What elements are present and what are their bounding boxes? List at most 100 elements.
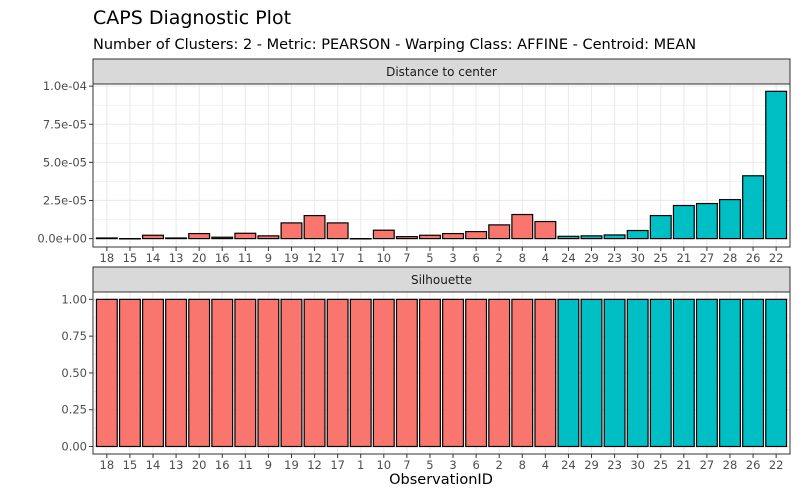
- panel-distance: Distance to center0.0e+002.5e-055.0e-057…: [37, 59, 790, 265]
- bar-2: [489, 225, 510, 239]
- x-tick-label: 11: [238, 458, 253, 472]
- x-tick-label: 21: [677, 251, 692, 265]
- bar-19: [281, 223, 302, 239]
- x-tick-label: 19: [284, 458, 299, 472]
- bar-4: [535, 299, 556, 446]
- x-tick-label: 1: [357, 458, 364, 472]
- x-tick-label: 23: [607, 458, 622, 472]
- x-tick-label: 28: [723, 251, 738, 265]
- bar-26: [743, 299, 764, 446]
- y-tick-label: 0.00: [61, 440, 87, 454]
- bar-6: [466, 299, 487, 446]
- x-tick-label: 29: [584, 458, 599, 472]
- x-tick-label: 15: [123, 251, 138, 265]
- x-tick-label: 19: [284, 251, 299, 265]
- x-tick-label: 17: [330, 251, 345, 265]
- bar-28: [720, 299, 741, 446]
- x-tick-label: 16: [215, 458, 230, 472]
- bar-13: [166, 299, 187, 446]
- bar-23: [604, 299, 625, 446]
- panel-strip-title: Silhouette: [411, 273, 472, 287]
- x-tick-label: 7: [403, 458, 410, 472]
- bar-19: [281, 299, 302, 446]
- bar-23: [604, 235, 625, 239]
- bar-5: [420, 299, 441, 446]
- x-tick-label: 23: [607, 251, 622, 265]
- bar-11: [235, 299, 256, 446]
- chart-subtitle: Number of Clusters: 2 - Metric: PEARSON …: [93, 37, 696, 53]
- bar-9: [258, 299, 279, 446]
- x-axis-label: ObservationID: [389, 472, 493, 488]
- x-tick-label: 9: [265, 251, 272, 265]
- bar-3: [443, 299, 464, 446]
- bar-14: [143, 235, 164, 238]
- bar-30: [627, 299, 648, 446]
- chart-title: CAPS Diagnostic Plot: [93, 7, 291, 29]
- bar-21: [673, 206, 694, 239]
- x-tick-label: 26: [746, 251, 761, 265]
- bar-22: [766, 91, 787, 238]
- x-tick-label: 22: [769, 251, 784, 265]
- x-tick-label: 7: [403, 251, 410, 265]
- bar-13: [166, 238, 187, 239]
- x-tick-label: 8: [519, 251, 526, 265]
- x-tick-label: 25: [653, 251, 668, 265]
- panel-strip-title: Distance to center: [386, 65, 497, 79]
- bar-30: [627, 231, 648, 239]
- bar-6: [466, 232, 487, 239]
- bar-14: [143, 299, 164, 446]
- x-tick-label: 2: [496, 251, 503, 265]
- bar-12: [304, 216, 325, 239]
- bar-10: [373, 230, 394, 238]
- bar-18: [96, 238, 117, 239]
- x-tick-label: 8: [519, 458, 526, 472]
- x-tick-label: 15: [123, 458, 138, 472]
- bar-9: [258, 236, 279, 239]
- bar-26: [743, 176, 764, 239]
- bar-17: [327, 223, 348, 239]
- x-tick-label: 27: [700, 251, 715, 265]
- x-tick-label: 24: [561, 251, 576, 265]
- bar-27: [697, 204, 718, 239]
- x-tick-label: 3: [449, 458, 456, 472]
- x-tick-label: 10: [376, 251, 391, 265]
- bar-15: [120, 299, 141, 446]
- bar-24: [558, 299, 579, 446]
- x-tick-label: 29: [584, 251, 599, 265]
- bar-7: [396, 299, 417, 446]
- x-tick-label: 6: [472, 458, 479, 472]
- y-tick-label: 0.25: [61, 403, 87, 417]
- x-tick-label: 22: [769, 458, 784, 472]
- y-tick-label: 5.0e-05: [43, 155, 87, 169]
- bar-8: [512, 299, 533, 446]
- x-tick-label: 14: [146, 458, 161, 472]
- x-tick-label: 4: [542, 458, 549, 472]
- x-tick-label: 12: [307, 458, 322, 472]
- bar-7: [396, 237, 417, 239]
- x-tick-label: 13: [169, 251, 184, 265]
- bar-29: [581, 236, 602, 239]
- x-tick-label: 10: [376, 458, 391, 472]
- bar-20: [189, 299, 210, 446]
- bar-16: [212, 299, 233, 446]
- x-tick-label: 18: [100, 251, 115, 265]
- x-tick-label: 28: [723, 458, 738, 472]
- x-tick-label: 30: [630, 251, 645, 265]
- bar-12: [304, 299, 325, 446]
- bar-25: [650, 216, 671, 239]
- x-tick-label: 5: [426, 458, 433, 472]
- bar-18: [96, 299, 117, 446]
- bar-29: [581, 299, 602, 446]
- x-tick-label: 16: [215, 251, 230, 265]
- bar-25: [650, 299, 671, 446]
- bar-3: [443, 234, 464, 239]
- bar-28: [720, 200, 741, 239]
- y-tick-label: 2.5e-05: [43, 193, 87, 207]
- x-tick-label: 24: [561, 458, 576, 472]
- bar-5: [420, 235, 441, 238]
- x-tick-label: 13: [169, 458, 184, 472]
- bar-27: [697, 299, 718, 446]
- x-tick-label: 14: [146, 251, 161, 265]
- bar-24: [558, 236, 579, 238]
- x-tick-label: 27: [700, 458, 715, 472]
